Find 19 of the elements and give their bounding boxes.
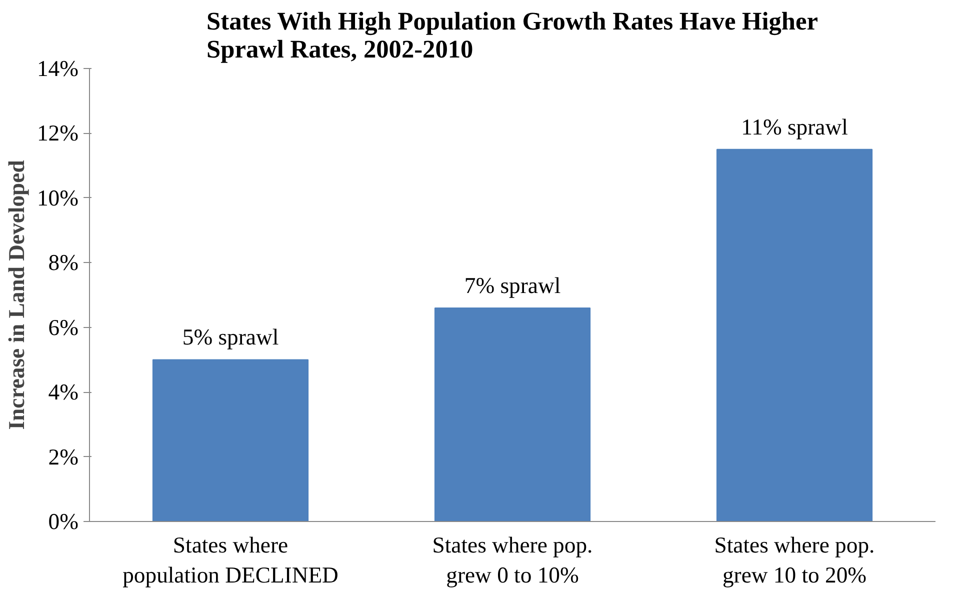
y-axis-title: Increase in Land Developed — [4, 160, 29, 430]
bar — [152, 359, 309, 522]
y-tick-label: 10% — [36, 185, 79, 210]
y-tick-label: 6% — [48, 314, 79, 340]
data-label: 7% sprawl — [464, 272, 561, 298]
data-label: 5% sprawl — [182, 324, 279, 350]
x-tick-label: States where pop. grew 0 to 10% — [432, 532, 593, 588]
bar — [716, 148, 873, 522]
data-label: 11% sprawl — [741, 114, 848, 140]
bar — [434, 307, 591, 522]
x-tick-label: States where pop. grew 10 to 20% — [714, 532, 875, 588]
y-tick-label: 8% — [48, 250, 79, 276]
y-tick-label: 0% — [48, 509, 79, 534]
y-tick-label: 14% — [36, 56, 79, 81]
x-tick-label: States where population DECLINED — [122, 532, 338, 588]
y-tick-label: 2% — [48, 444, 79, 470]
y-tick-label: 4% — [48, 380, 79, 405]
chart-title: States With High Population Growth Rates Have Higher Sprawl Rates, 2002-2010 — [206, 8, 818, 64]
y-tick-label: 12% — [36, 120, 79, 146]
